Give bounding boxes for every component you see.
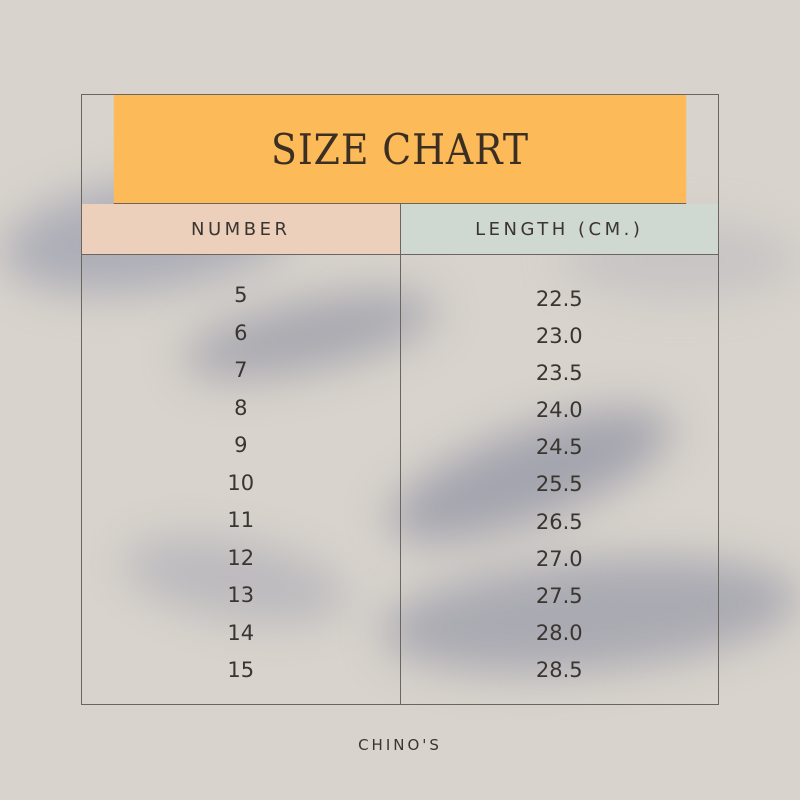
size-number-cell: 8 [234,395,248,420]
length-cell: 28.5 [535,657,583,682]
length-cell: 22.5 [535,287,583,311]
header-length: LENGTH (CM.) [400,204,718,254]
length-cell: 23.0 [535,324,583,349]
length-column: 22.5 23.0 23.5 24.0 24.5 25.5 26.5 27.0 27.5 28.0… [401,255,719,704]
size-number-cell: 10 [227,470,255,495]
number-column: 5 6 7 8 9 10 11 12 13 14 15 [82,255,401,704]
length-cell: 27.5 [535,583,583,608]
size-number-cell: 11 [227,508,255,532]
size-number-cell: 13 [227,583,255,607]
length-cell: 26.5 [535,509,583,534]
brand-label: CHINO'S [358,736,442,754]
size-number-cell: 5 [234,283,248,307]
length-cell: 25.5 [535,472,583,497]
size-number-cell: 9 [234,433,248,457]
length-cell: 23.5 [535,361,583,386]
size-number-cell: 14 [227,620,255,645]
header-number: NUMBER [82,204,401,254]
size-number-cell: 7 [234,358,248,382]
length-cell: 24.5 [535,435,583,460]
length-cell: 27.0 [535,546,583,571]
size-number-cell: 6 [234,320,248,345]
length-cell: 24.0 [535,398,583,423]
chart-title: SIZE CHART [113,95,687,204]
length-cell: 28.0 [535,620,583,645]
size-chart-table: SIZE CHART NUMBER LENGTH (CM.) 5 6 7 8 9 10 11… [81,94,719,705]
size-number-cell: 15 [227,658,255,682]
size-number-cell: 12 [227,545,255,570]
